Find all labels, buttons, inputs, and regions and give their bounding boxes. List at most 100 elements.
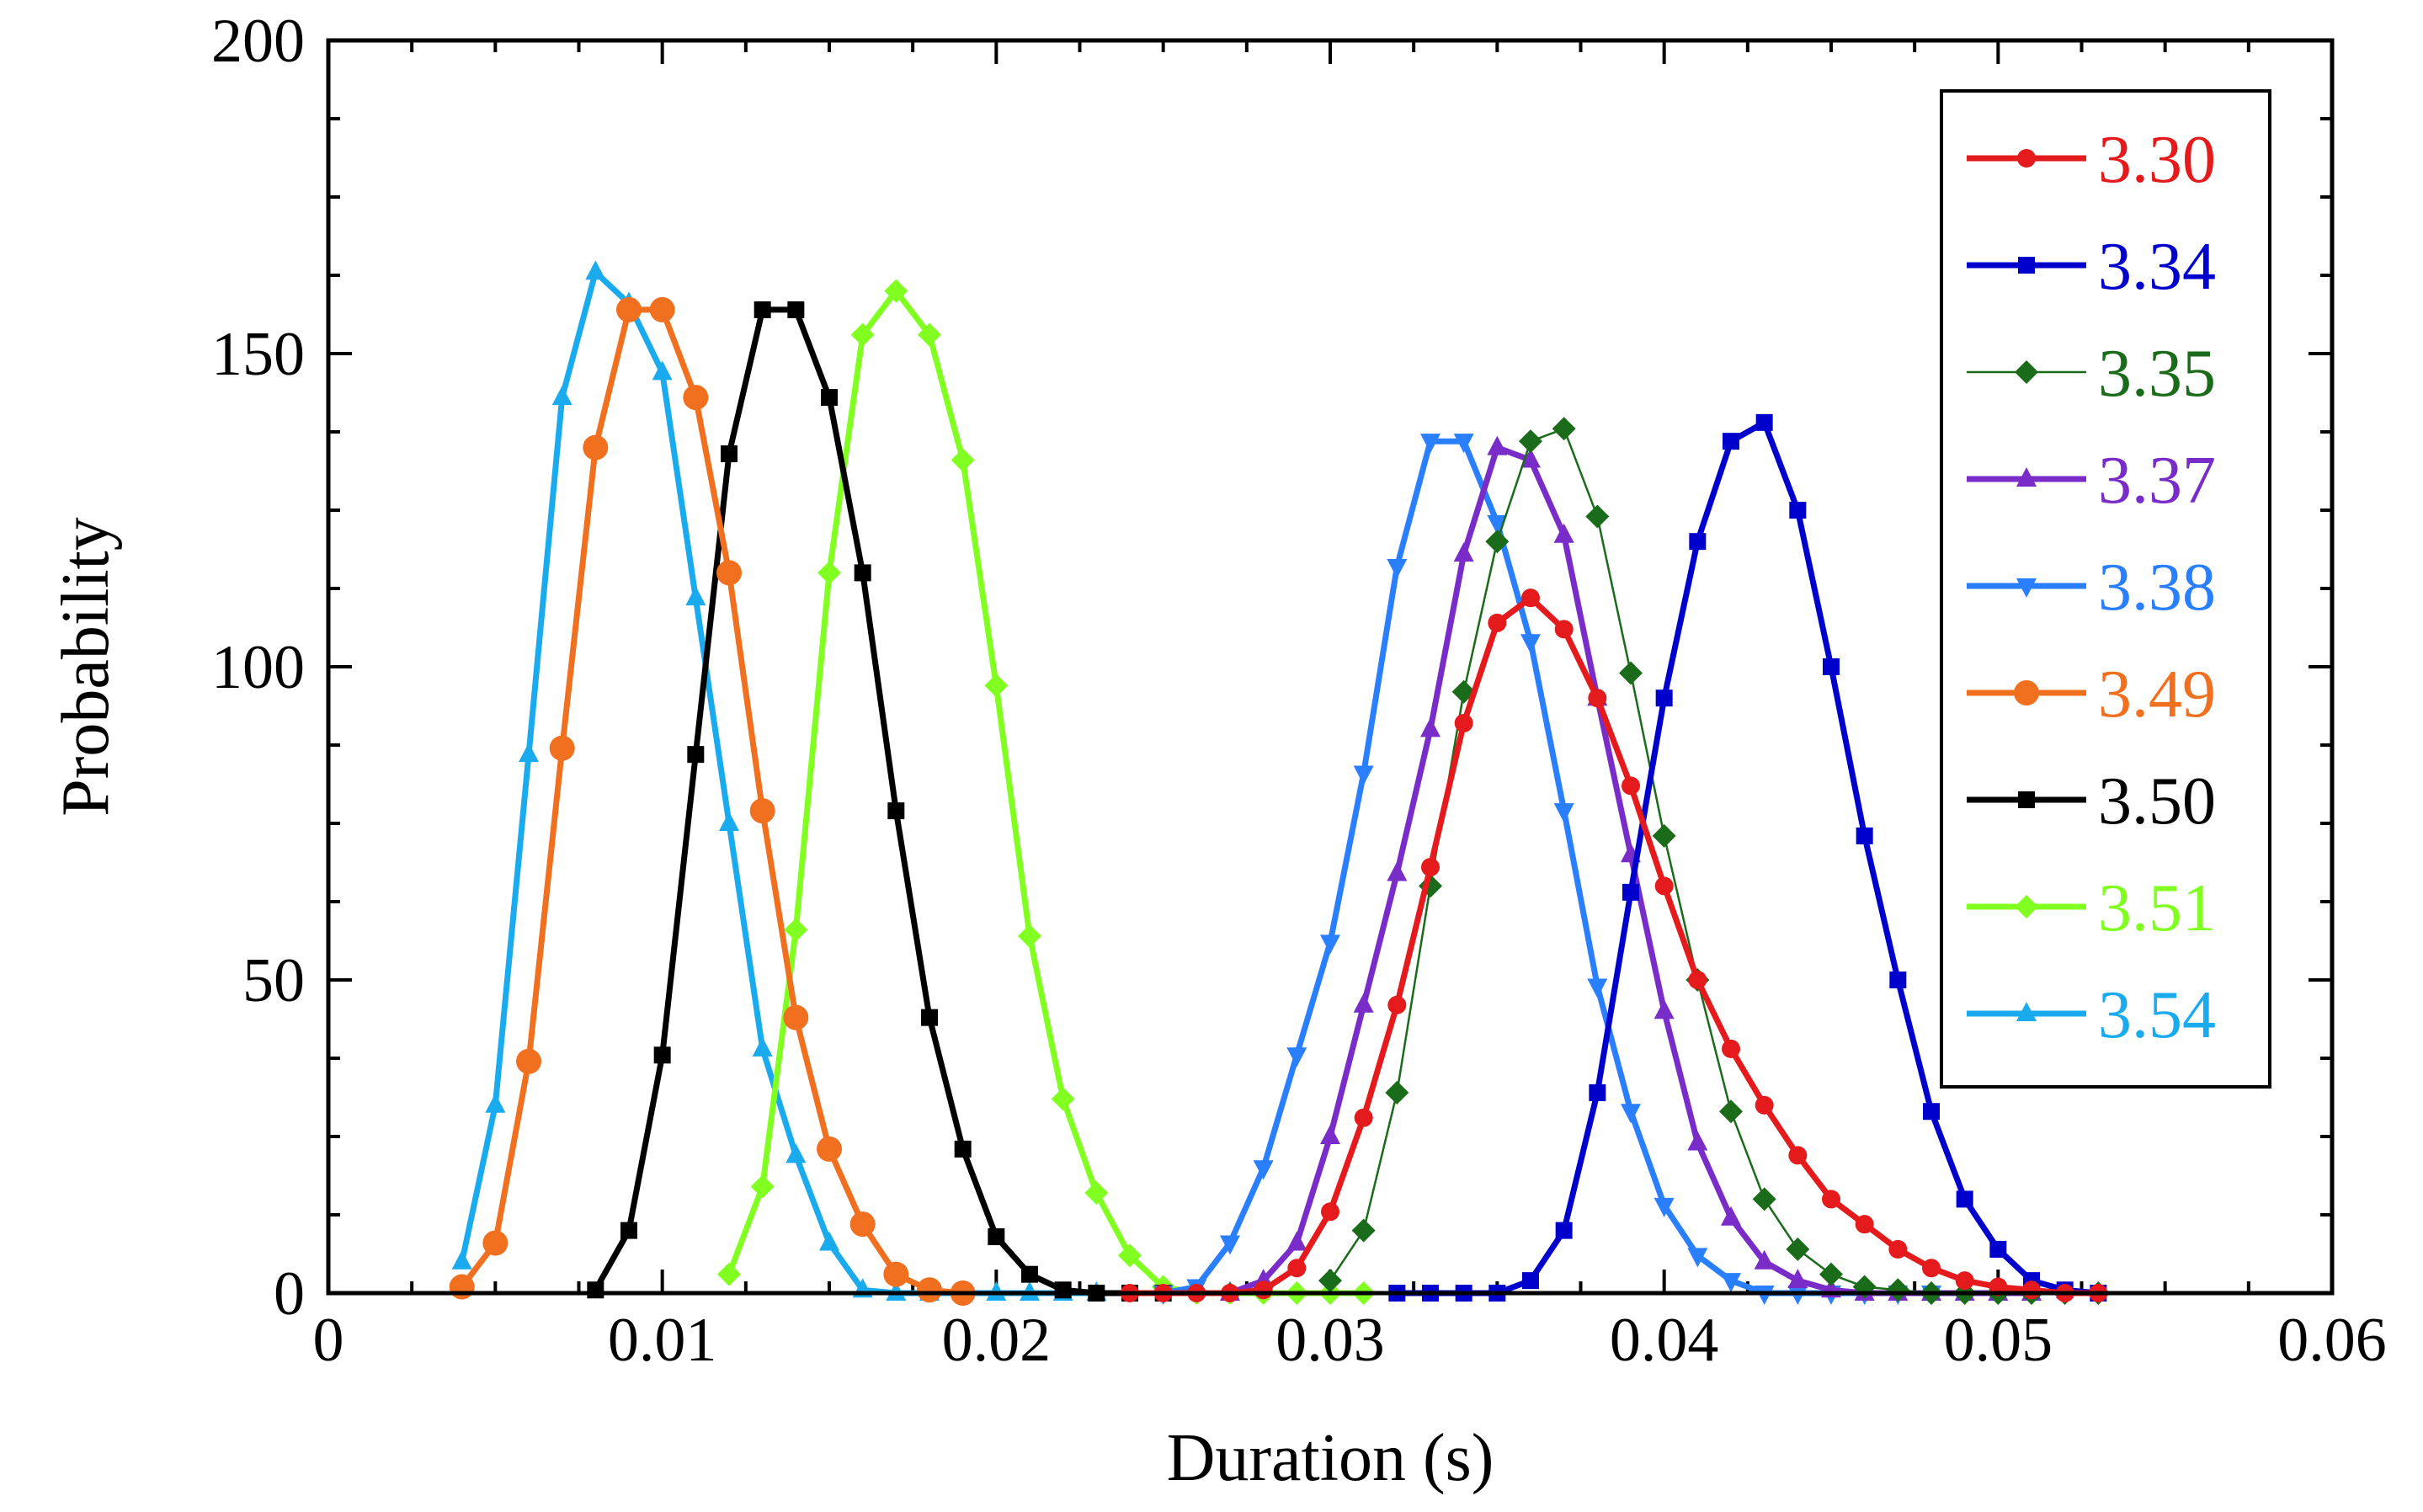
x-tick-label: 0.02 — [942, 1306, 1052, 1375]
data-point — [1021, 1265, 1038, 1283]
data-point — [1420, 717, 1440, 737]
data-point — [549, 735, 575, 761]
data-point — [1421, 858, 1440, 877]
data-point — [1520, 448, 1541, 468]
data-point — [1721, 1273, 1741, 1293]
x-axis-title: Duration (s) — [1167, 1421, 1494, 1495]
data-point — [616, 296, 642, 322]
data-point — [1522, 1272, 1539, 1290]
data-point — [921, 1009, 938, 1026]
x-tick-label: 0.05 — [1944, 1306, 2053, 1375]
data-point — [1454, 713, 1473, 732]
data-point — [587, 1281, 604, 1299]
data-point — [1687, 1248, 1708, 1268]
data-point — [1655, 689, 1673, 707]
data-point — [1754, 1249, 1775, 1270]
data-point — [1721, 1206, 1741, 1226]
legend-marker — [2016, 578, 2037, 598]
data-point — [787, 301, 805, 318]
legend-marker — [2016, 467, 2037, 487]
data-point — [482, 1230, 509, 1256]
data-point — [653, 1046, 671, 1064]
data-point — [1286, 1047, 1307, 1067]
data-point — [1485, 530, 1510, 554]
plot-frame — [326, 38, 2335, 1296]
data-point — [1654, 876, 1674, 896]
data-point — [1689, 533, 1707, 551]
data-point — [1752, 1187, 1776, 1211]
data-point — [917, 1277, 942, 1303]
legend-marker — [2018, 257, 2035, 274]
data-point — [1855, 1215, 1874, 1234]
legend-items: 3.30 3.34 3.35 3.37 3.38 3.49 3.50 3.51 3.54 — [1967, 123, 2216, 1052]
data-point — [1520, 634, 1541, 654]
data-point — [1886, 1278, 1910, 1302]
data-point — [887, 802, 905, 820]
legend-label: 3.54 — [2098, 978, 2216, 1052]
data-point — [716, 560, 742, 586]
data-point — [1755, 1095, 1774, 1115]
data-point — [1318, 1269, 1342, 1293]
y-tick-label: 100 — [211, 633, 305, 702]
data-point — [1220, 1235, 1240, 1255]
data-point — [1822, 1190, 1840, 1209]
data-point — [1286, 1231, 1307, 1251]
data-point — [1688, 971, 1707, 989]
data-point — [1385, 1080, 1409, 1105]
data-point — [1619, 661, 1643, 685]
data-point — [1819, 1262, 1843, 1286]
data-point — [988, 1228, 1005, 1246]
data-point — [984, 673, 1009, 698]
series-3-50 — [587, 301, 1172, 1302]
data-point — [1555, 1222, 1573, 1239]
data-point — [583, 434, 609, 461]
data-point — [752, 1036, 773, 1057]
data-point — [918, 322, 941, 347]
data-point — [1856, 827, 1873, 844]
data-point — [1554, 620, 1574, 639]
legend-item: 3.38 — [1967, 551, 2216, 625]
data-point — [784, 918, 808, 942]
data-point — [1622, 776, 1640, 796]
legend-label: 3.49 — [2098, 658, 2216, 732]
data-point — [1787, 1269, 1808, 1289]
x-tick-label: 0 — [313, 1306, 344, 1375]
data-point — [785, 1143, 807, 1163]
data-point — [685, 586, 706, 606]
data-point — [1722, 1039, 1740, 1058]
data-point — [1351, 1218, 1376, 1243]
x-tick-label: 0.01 — [608, 1306, 717, 1375]
data-point — [783, 1004, 809, 1030]
data-point — [850, 322, 875, 347]
legend-marker — [2015, 895, 2038, 918]
data-point — [519, 743, 539, 763]
data-point — [951, 448, 975, 472]
data-point — [1587, 978, 1608, 998]
data-point — [817, 1136, 842, 1162]
legend-item: 3.30 — [1967, 123, 2216, 197]
legend-marker — [2016, 1002, 2037, 1021]
data-point — [1652, 823, 1676, 848]
data-point — [516, 1048, 541, 1074]
y-tick-label: 200 — [211, 7, 305, 76]
legend-label: 3.34 — [2098, 230, 2216, 304]
data-point — [1353, 993, 1374, 1013]
series-line — [1228, 445, 2032, 1296]
data-point — [1786, 1237, 1810, 1261]
series-line — [1397, 419, 2099, 1296]
data-point — [2022, 1280, 2041, 1300]
x-tick-label: 0.06 — [2277, 1306, 2387, 1375]
legend-label: 3.37 — [2098, 444, 2216, 518]
legend-label: 3.51 — [2098, 871, 2216, 945]
data-point — [1320, 934, 1340, 955]
series-3-38 — [1153, 434, 1941, 1305]
legend-marker — [2018, 791, 2035, 808]
data-point — [1051, 1087, 1075, 1111]
data-point — [1788, 1146, 1808, 1165]
data-point — [821, 389, 838, 407]
data-point — [854, 564, 871, 582]
legend-marker — [2015, 360, 2038, 384]
data-point — [1888, 1239, 1908, 1259]
legend-label: 3.38 — [2098, 551, 2216, 625]
